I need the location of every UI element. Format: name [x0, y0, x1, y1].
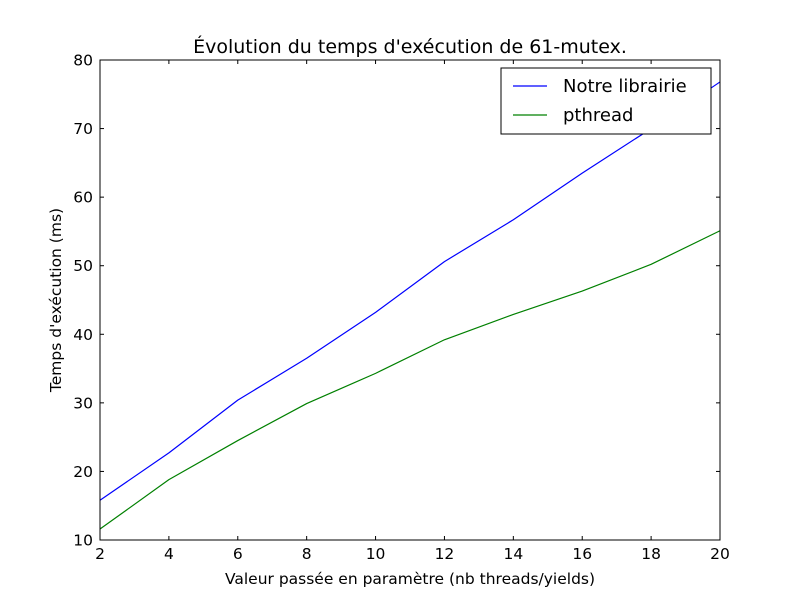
ticks-layer: 2 4 6 8 10 12 14 16 18 20 10 20 30 40 50 60 70 80 — [73, 52, 730, 564]
legend-box — [500, 67, 712, 135]
x-tick-label: 12 — [435, 545, 455, 563]
x-tick-label: 16 — [572, 545, 592, 563]
y-tick-label: 40 — [73, 326, 93, 344]
x-axis-label: Valeur passée en paramètre (nb threads/y… — [225, 570, 595, 588]
y-tick-label: 80 — [73, 52, 93, 70]
x-tick-label: 6 — [233, 545, 243, 563]
series-line-notre-librairie — [99, 81, 721, 501]
x-tick-label: 4 — [164, 545, 174, 563]
y-axis-label: Temps d'exécution (ms) — [47, 208, 65, 393]
series-line-pthread — [99, 230, 721, 530]
plot-frame — [99, 59, 721, 541]
y-tick-label: 10 — [73, 532, 93, 550]
legend: Notre librairie pthread — [500, 67, 712, 135]
series-layer — [99, 81, 721, 530]
x-tick-label: 10 — [366, 545, 386, 563]
y-tick-label: 70 — [73, 120, 93, 138]
y-tick-label: 30 — [73, 394, 93, 412]
legend-label-pthread: pthread — [563, 105, 633, 126]
x-tick-label: 18 — [641, 545, 661, 563]
chart-title: Évolution du temps d'exécution de 61-mut… — [193, 35, 627, 58]
y-tick-label: 60 — [73, 189, 93, 207]
legend-label-notre-librairie: Notre librairie — [563, 76, 687, 97]
y-tick-label: 20 — [73, 463, 93, 481]
x-tick-label: 2 — [95, 545, 105, 563]
x-tick-label: 8 — [302, 545, 312, 563]
x-tick-label: 20 — [710, 545, 730, 563]
y-tick-label: 50 — [73, 257, 93, 275]
x-tick-label: 14 — [503, 545, 523, 563]
